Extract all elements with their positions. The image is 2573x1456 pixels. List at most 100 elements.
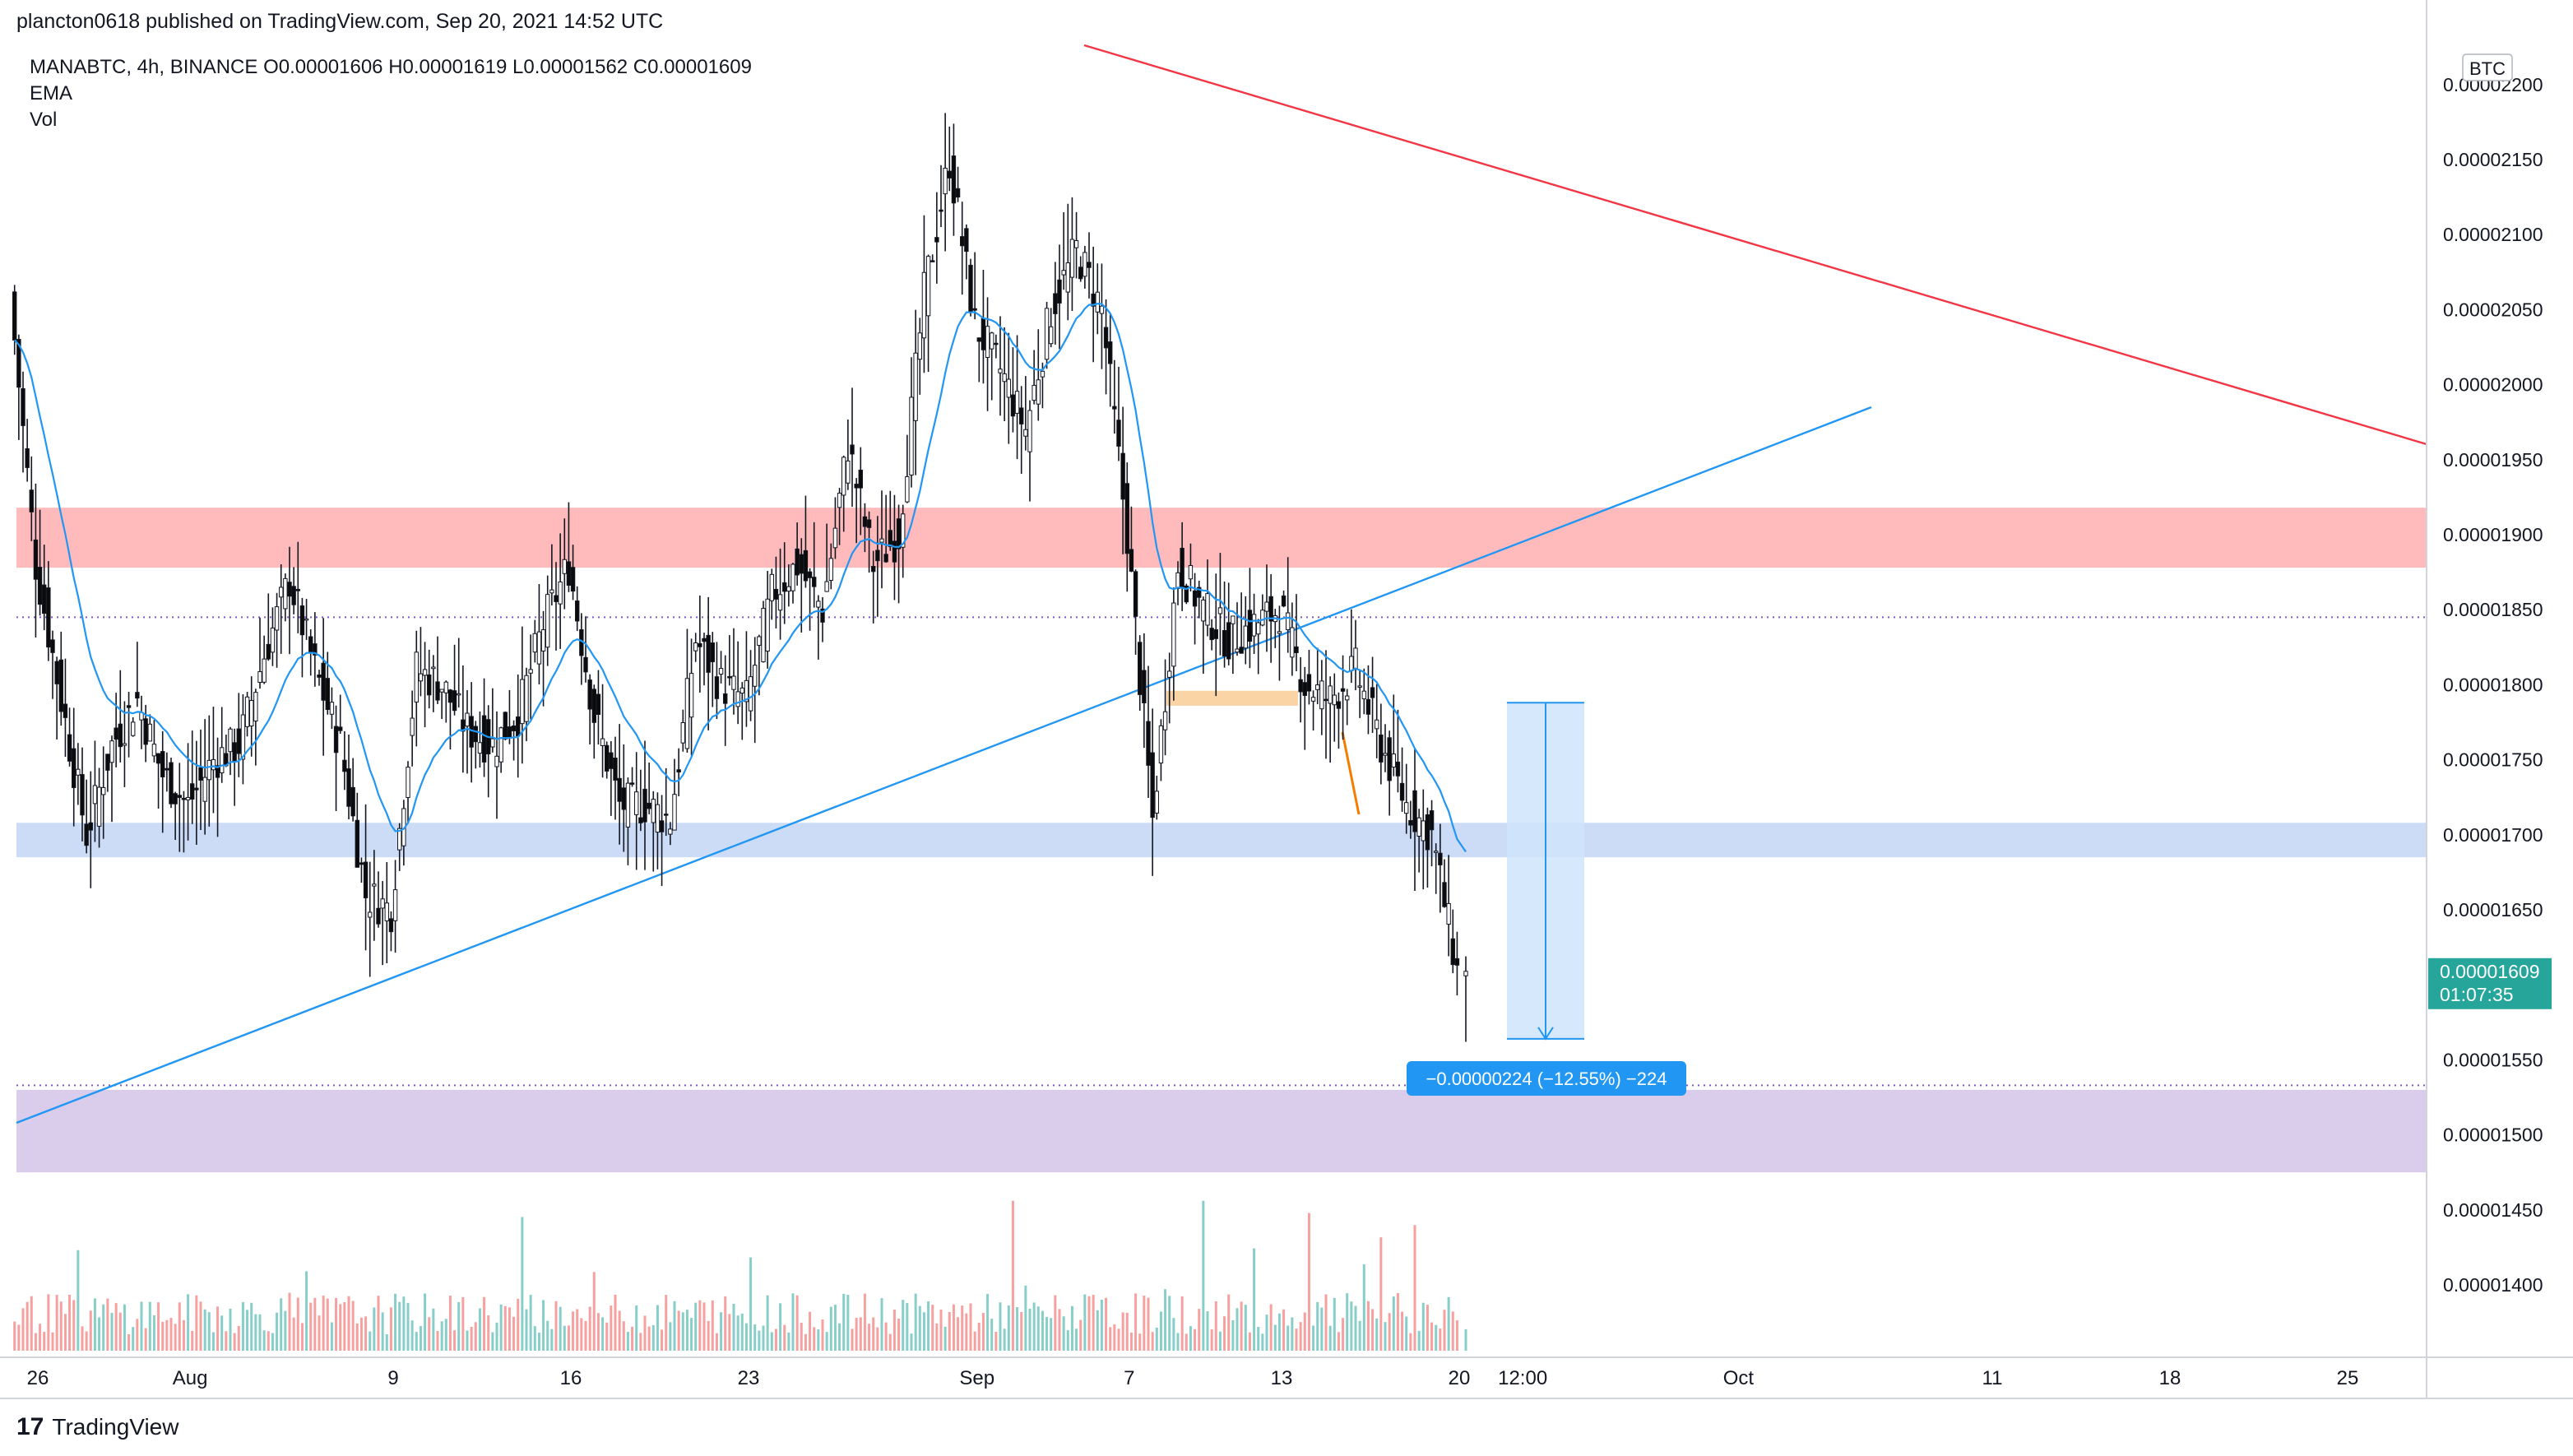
volume-bar — [897, 1319, 901, 1351]
candle-body — [1027, 410, 1032, 452]
volume-bar — [981, 1312, 985, 1351]
volume-bar — [533, 1326, 536, 1351]
volume-bar — [178, 1302, 181, 1351]
candle-body — [313, 643, 318, 656]
volume-bar — [669, 1322, 672, 1351]
volume-bar — [39, 1324, 42, 1351]
candle-body — [220, 747, 225, 773]
volume-bar — [724, 1296, 727, 1351]
volume-bar — [838, 1323, 841, 1351]
volume-bar — [1273, 1324, 1277, 1351]
time-tick-label: Aug — [173, 1367, 208, 1389]
candle-body — [558, 581, 563, 605]
candle-body — [680, 722, 685, 744]
ema-layer — [13, 303, 1467, 853]
price-tick-label: 0.00001850 — [2443, 599, 2543, 620]
candle-body — [1277, 631, 1282, 634]
volume-bar — [81, 1326, 84, 1351]
candle-body — [1290, 627, 1295, 658]
volume-bar — [364, 1316, 368, 1351]
volume-bar — [110, 1313, 114, 1351]
volume-bar — [618, 1310, 621, 1351]
volume-bar — [1198, 1309, 1201, 1351]
candle-body — [388, 918, 394, 933]
volume-bar — [89, 1310, 92, 1351]
candle-body — [1180, 547, 1185, 589]
volume-bar — [508, 1307, 511, 1351]
volume-bar — [943, 1326, 947, 1351]
candle-body — [147, 723, 152, 742]
volume-bar — [1155, 1327, 1158, 1351]
volume-bar — [229, 1308, 232, 1351]
volume-bar — [1092, 1295, 1095, 1351]
volume-bar — [300, 1323, 304, 1351]
candle-body — [828, 558, 833, 581]
candle-body — [642, 788, 647, 823]
candle-body — [753, 665, 758, 687]
volume-bar — [605, 1322, 609, 1351]
volume-bar — [876, 1327, 879, 1351]
candle-body — [1049, 326, 1054, 345]
volume-bar — [187, 1294, 190, 1351]
volume-bar — [419, 1326, 422, 1351]
trendlines-layer — [16, 44, 2427, 1124]
candle-body — [930, 260, 935, 262]
volume-bar — [1375, 1318, 1379, 1351]
candle-body — [181, 797, 187, 800]
candle-body — [693, 642, 698, 651]
volume-bar — [749, 1257, 753, 1351]
candle-body — [1243, 625, 1248, 649]
volume-bar — [355, 1323, 359, 1351]
candle-body — [1023, 429, 1028, 437]
volume-bar — [817, 1329, 820, 1351]
volume-bar — [453, 1330, 457, 1351]
legend-vol[interactable]: Vol — [30, 109, 58, 131]
last-price-label: 0.00001609 — [2440, 961, 2540, 982]
candle-body — [1260, 610, 1265, 626]
candle-body — [380, 898, 385, 909]
volume-bar — [690, 1318, 693, 1351]
candle-body — [151, 744, 157, 757]
candle-body — [600, 738, 605, 746]
candle-body — [21, 387, 25, 426]
candle-body — [1463, 971, 1468, 976]
volume-bar — [114, 1303, 118, 1351]
volume-bar — [1295, 1328, 1298, 1351]
brand-label: TradingView — [52, 1414, 179, 1440]
candle-body — [1395, 761, 1401, 777]
candle-body — [777, 594, 783, 611]
volume-bar — [330, 1322, 333, 1351]
volume-bar — [182, 1319, 185, 1351]
candle-body — [1222, 630, 1227, 656]
candle-body — [939, 209, 943, 212]
candle-body — [807, 571, 813, 578]
time-tick-label: 13 — [1271, 1367, 1293, 1389]
volume-bar — [237, 1325, 240, 1351]
candle-body — [883, 554, 888, 563]
volume-bar — [1105, 1297, 1108, 1351]
volume-bar — [389, 1307, 392, 1351]
candle-body — [516, 716, 521, 737]
volume-bar — [1020, 1311, 1023, 1351]
candle-body — [1231, 615, 1236, 624]
volume-bar — [673, 1301, 676, 1351]
volume-bar — [1447, 1296, 1450, 1351]
legend-ema[interactable]: EMA — [30, 82, 73, 104]
legend-symbol-ohlc[interactable]: MANABTC, 4h, BINANCE O0.00001606 H0.0000… — [30, 56, 752, 78]
candle-body — [346, 768, 351, 807]
candle-body — [1404, 802, 1409, 814]
candle-body — [88, 822, 93, 831]
candle-body — [769, 573, 774, 601]
candles-layer — [12, 113, 1468, 1042]
volume-bar — [1066, 1330, 1069, 1351]
volume-bar — [25, 1301, 29, 1351]
volume-bar — [774, 1328, 777, 1351]
volume-bar — [1384, 1322, 1387, 1351]
candle-body — [37, 567, 43, 605]
candle-body — [1298, 679, 1303, 693]
candle-body — [651, 799, 656, 823]
candle-body — [684, 678, 690, 749]
tradingview-brand[interactable]: 17 TradingView — [16, 1413, 178, 1441]
candle-body — [321, 662, 326, 701]
